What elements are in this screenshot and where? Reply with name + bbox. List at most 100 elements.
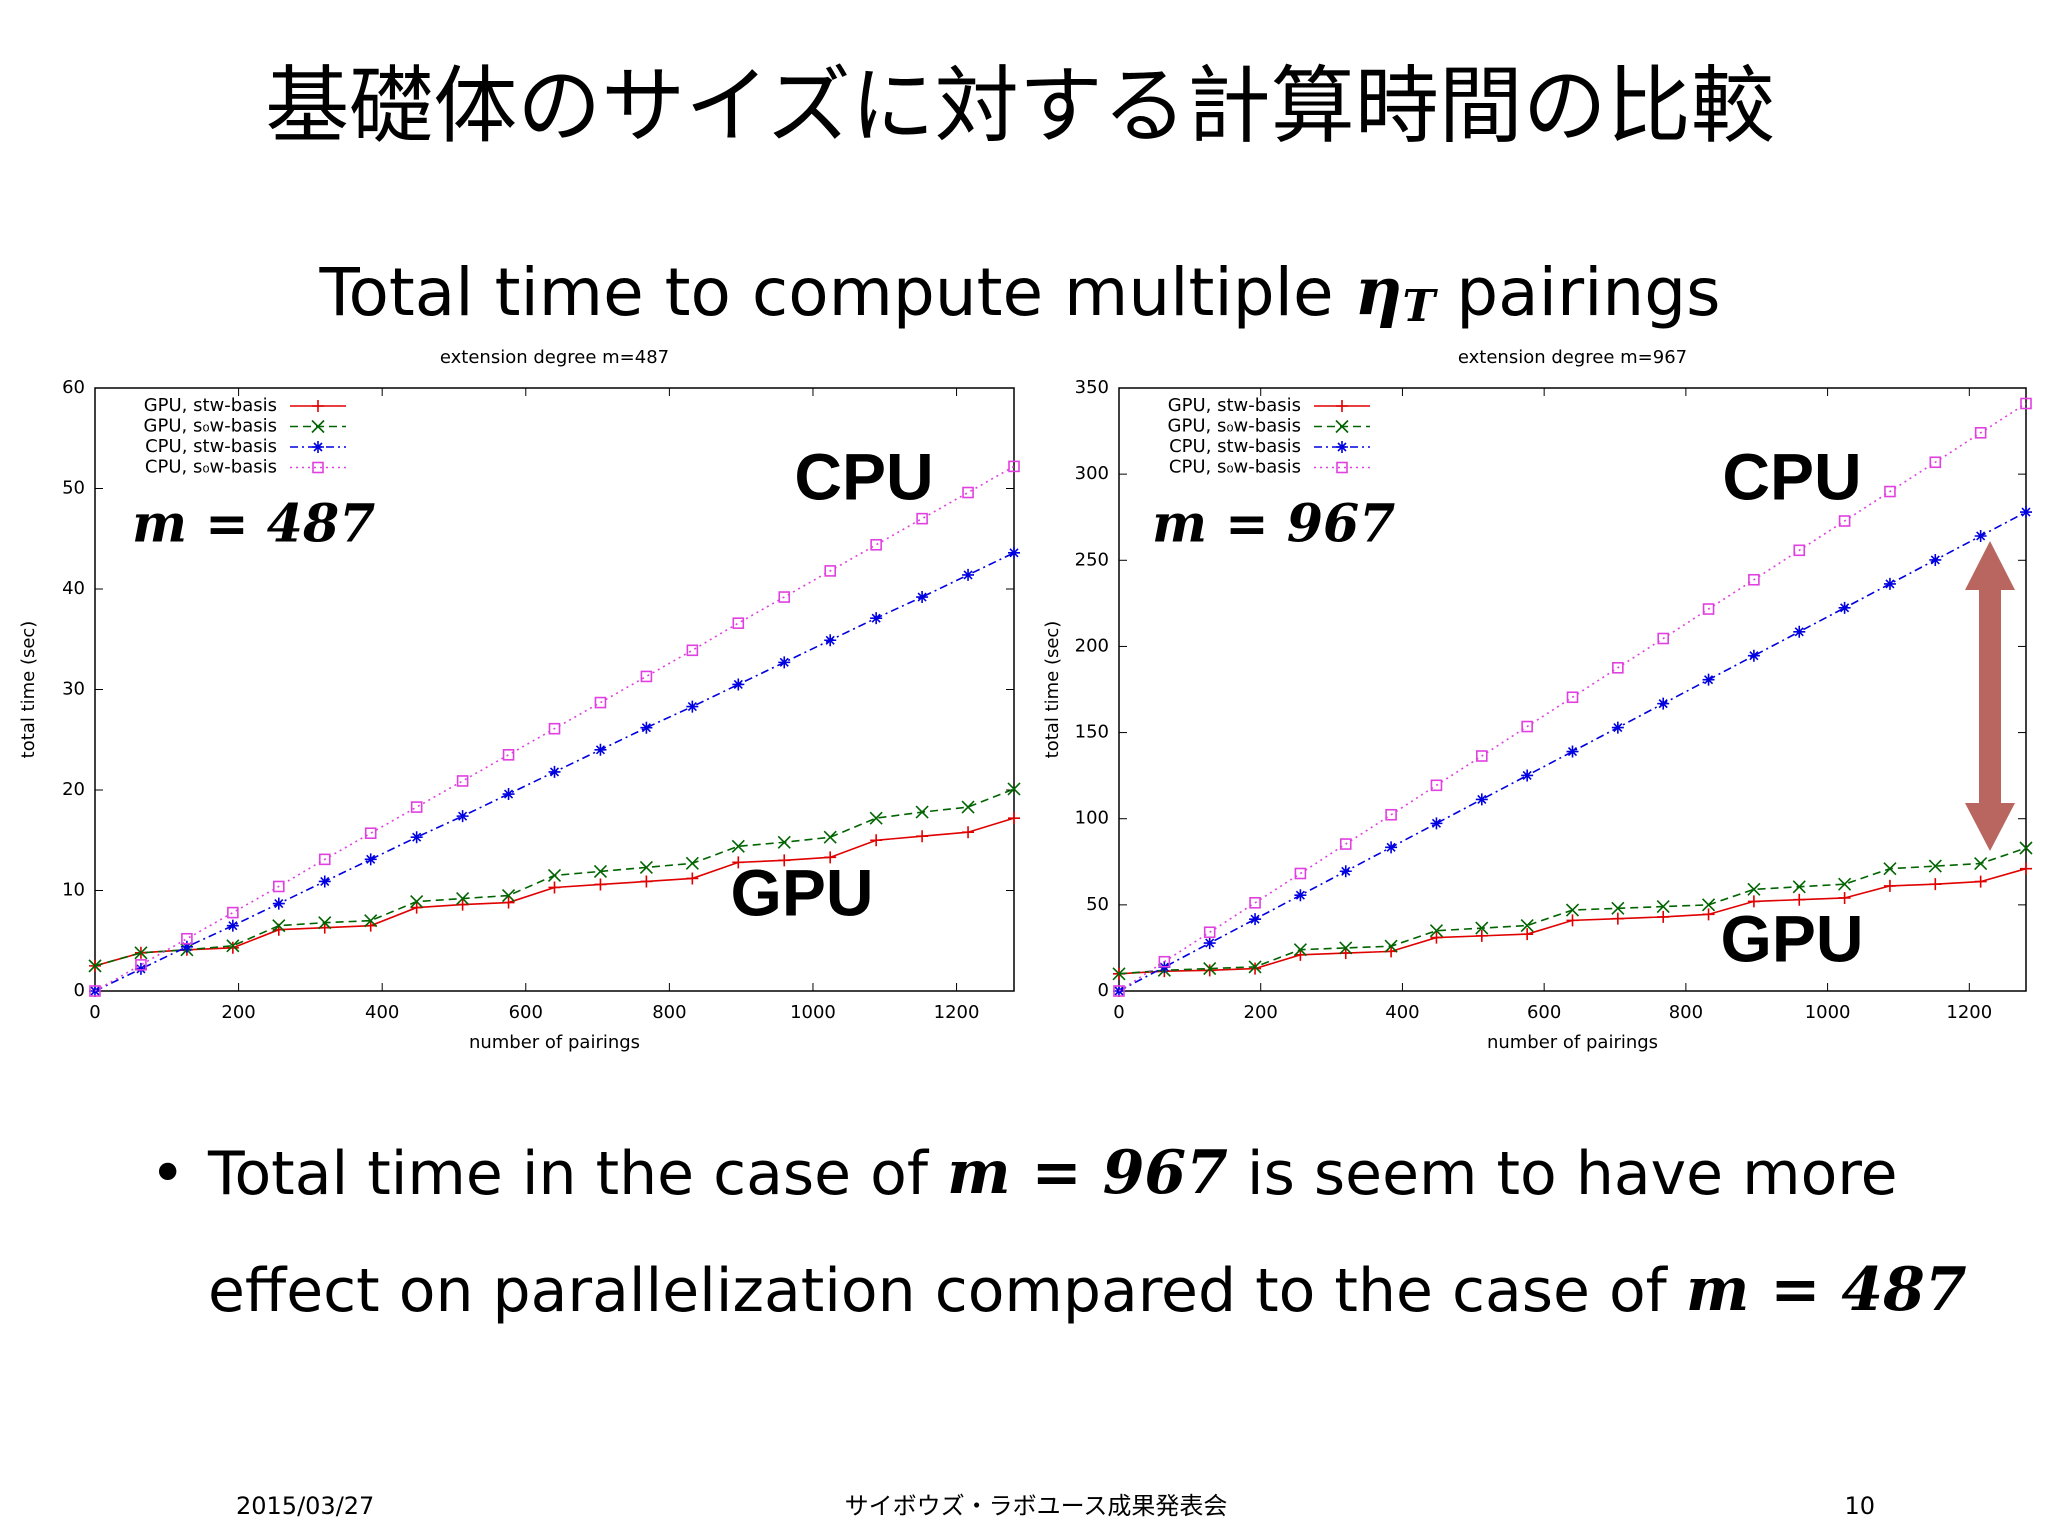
marker: [686, 872, 699, 885]
y-tick-label: 40: [62, 578, 85, 599]
series-line: [94, 788, 1015, 967]
marker: [1793, 625, 1806, 638]
marker: [1520, 918, 1534, 933]
subtitle-text: pairings: [1456, 254, 1720, 331]
y-tick-label: 350: [1075, 377, 1109, 398]
footer-event: サイボウズ・ラボユース成果発表会: [845, 1492, 1228, 1520]
marker: [88, 959, 102, 973]
marker: [824, 565, 837, 577]
marker: [1339, 941, 1353, 955]
series-line: [1118, 402, 2027, 992]
marker: [731, 839, 745, 853]
x-tick-label: 400: [1385, 1002, 1419, 1023]
marker: [134, 962, 147, 975]
marker: [181, 932, 193, 945]
y-axis-label: total time (sec): [18, 621, 39, 759]
marker: [685, 856, 699, 870]
marker: [410, 831, 423, 844]
chart-title: extension degree m=487: [440, 347, 669, 368]
marker: [410, 894, 424, 909]
marker: [1793, 544, 1806, 557]
y-axis-label: total time (sec): [1042, 621, 1063, 759]
marker: [777, 835, 791, 849]
marker: [915, 805, 929, 819]
y-tick-label: 200: [1075, 635, 1109, 656]
marker: [1702, 673, 1715, 686]
marker: [1476, 750, 1488, 762]
marker: [364, 827, 377, 840]
marker: [312, 461, 324, 474]
marker: [501, 888, 516, 903]
x-tick-label: 0: [89, 1002, 100, 1023]
marker: [870, 834, 883, 847]
y-tick-label: 0: [1098, 980, 1109, 1001]
legend-label: CPU, stw-basis: [145, 436, 277, 457]
marker: [1430, 779, 1443, 792]
marker: [1566, 914, 1579, 927]
marker: [1929, 878, 1942, 891]
marker: [1883, 879, 1896, 892]
y-tick-label: 60: [62, 377, 85, 398]
annotation: CPU: [1722, 439, 1861, 513]
y-tick-label: 0: [74, 980, 85, 1001]
marker: [1838, 891, 1851, 904]
marker: [1429, 924, 1444, 938]
marker: [1008, 546, 1020, 559]
marker: [1883, 862, 1897, 876]
x-tick-label: 0: [1113, 1002, 1124, 1023]
marker: [1747, 895, 1760, 908]
y-tick-label: 20: [62, 779, 85, 800]
marker: [134, 946, 148, 960]
marker: [410, 801, 423, 813]
marker: [1249, 962, 1262, 975]
marker: [1748, 573, 1760, 586]
plot-frame: [1118, 387, 2027, 992]
marker: [594, 743, 607, 756]
marker: [2019, 841, 2033, 855]
marker: [1611, 912, 1624, 925]
marker: [548, 765, 561, 778]
x-tick-label: 600: [1527, 1002, 1561, 1023]
marker: [962, 568, 975, 581]
y-tick-label: 10: [62, 880, 85, 901]
marker: [1611, 721, 1624, 734]
marker: [226, 941, 239, 954]
marker: [1612, 661, 1624, 674]
marker: [1521, 720, 1533, 733]
marker: [1249, 913, 1262, 926]
marker: [1385, 945, 1398, 958]
legend-label: GPU, stw-basis: [144, 395, 277, 416]
marker: [226, 919, 239, 932]
x-tick-label: 800: [652, 1002, 686, 1023]
marker: [1248, 960, 1262, 974]
x-tick-label: 200: [1244, 1002, 1278, 1023]
marker: [1203, 964, 1216, 977]
series-line: [94, 465, 1015, 992]
marker: [1884, 485, 1896, 498]
footer-page: 10: [1844, 1492, 1875, 1520]
marker: [1384, 939, 1398, 953]
marker: [1249, 896, 1261, 909]
marker: [778, 854, 791, 867]
marker: [1008, 460, 1020, 473]
marker: [1792, 880, 1806, 894]
x-tick-label: 1200: [1946, 1002, 1992, 1023]
marker: [778, 591, 791, 603]
marker: [1838, 601, 1851, 614]
y-tick-label: 50: [62, 478, 85, 499]
marker: [1702, 908, 1715, 921]
x-tick-label: 1200: [934, 1002, 980, 1023]
marker: [226, 939, 240, 953]
marker: [870, 612, 883, 625]
marker: [1702, 603, 1715, 615]
bullet-text: Total time in the case of: [207, 1139, 930, 1209]
marker: [1521, 769, 1534, 782]
marker: [1203, 962, 1217, 976]
marker: [456, 775, 469, 787]
marker: [916, 830, 929, 843]
x-tick-label: 200: [221, 1002, 255, 1023]
footer-date: 2015/03/27: [236, 1492, 374, 1520]
marker: [502, 896, 515, 909]
marker: [272, 897, 285, 910]
marker: [318, 853, 331, 866]
